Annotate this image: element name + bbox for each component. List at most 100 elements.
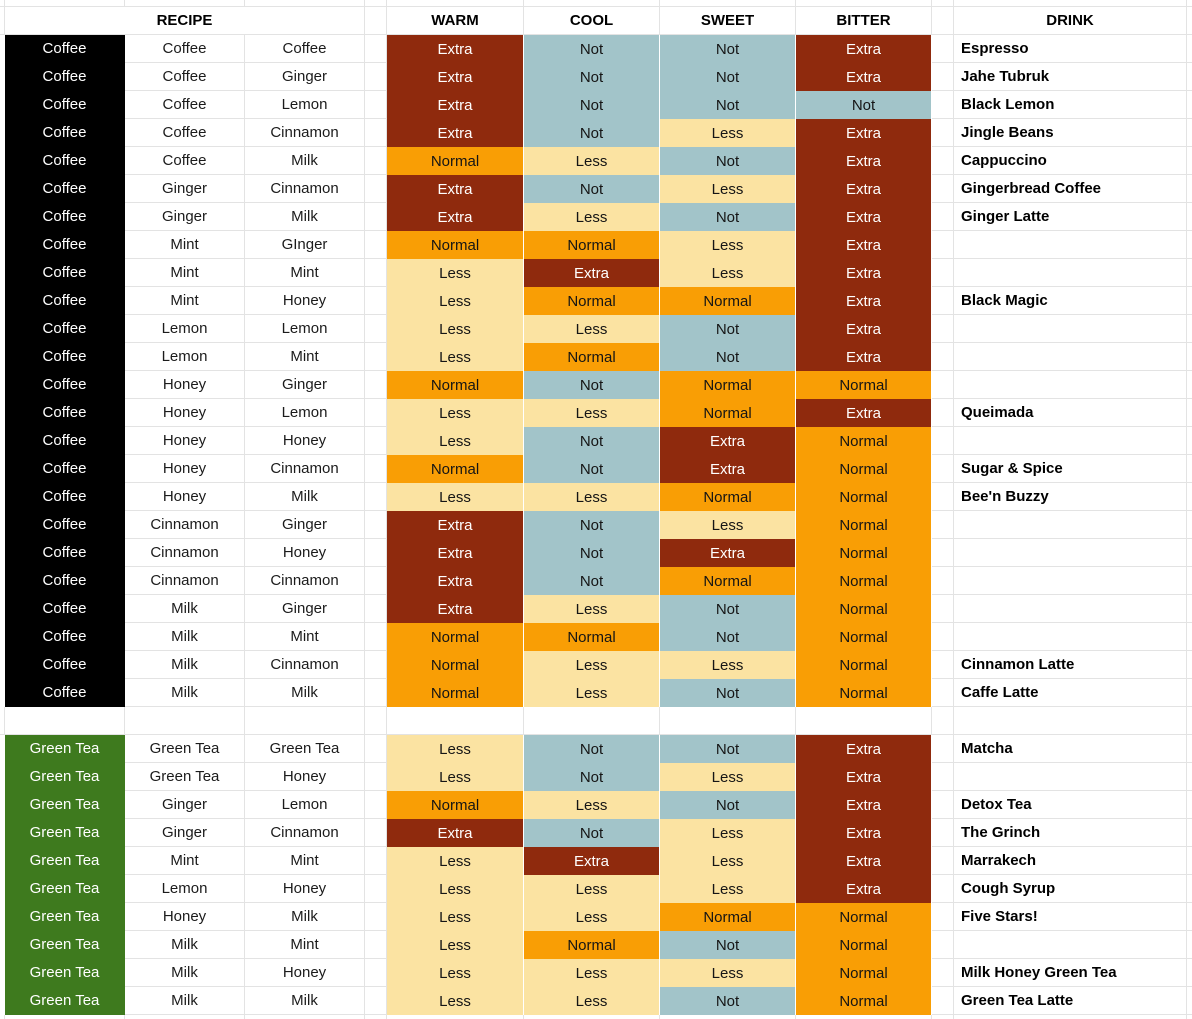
ingredient-3-cell[interactable]: Milk — [245, 203, 365, 231]
sweet-cell[interactable]: Normal — [660, 371, 796, 399]
cool-cell[interactable]: Not — [524, 35, 660, 63]
drink-cell[interactable] — [954, 931, 1187, 959]
sweet-cell[interactable]: Normal — [660, 287, 796, 315]
ingredient-1-cell[interactable]: Coffee — [5, 91, 125, 119]
ingredient-2-cell[interactable]: Mint — [125, 231, 245, 259]
ingredient-2-cell[interactable]: Cinnamon — [125, 539, 245, 567]
ingredient-2-cell[interactable]: Milk — [125, 931, 245, 959]
warm-cell[interactable]: Less — [387, 875, 524, 903]
ingredient-3-cell[interactable]: Milk — [245, 483, 365, 511]
drink-cell[interactable]: Marrakech — [954, 847, 1187, 875]
bitter-cell[interactable]: Normal — [796, 651, 932, 679]
drink-cell[interactable]: Black Magic — [954, 287, 1187, 315]
sweet-cell[interactable]: Not — [660, 735, 796, 763]
cool-cell[interactable]: Not — [524, 567, 660, 595]
ingredient-3-cell[interactable]: Mint — [245, 623, 365, 651]
cool-cell[interactable]: Less — [524, 903, 660, 931]
sweet-cell[interactable]: Normal — [660, 903, 796, 931]
cool-cell[interactable]: Not — [524, 511, 660, 539]
ingredient-1-cell[interactable]: Coffee — [5, 567, 125, 595]
ingredient-2-cell[interactable]: Honey — [125, 455, 245, 483]
ingredient-2-cell[interactable]: Ginger — [125, 203, 245, 231]
cool-cell[interactable]: Less — [524, 679, 660, 707]
ingredient-3-cell[interactable]: Coffee — [245, 35, 365, 63]
cool-cell[interactable]: Normal — [524, 287, 660, 315]
spacer-cell[interactable] — [660, 1015, 796, 1019]
ingredient-2-cell[interactable]: Milk — [125, 679, 245, 707]
cool-cell[interactable]: Not — [524, 63, 660, 91]
bitter-cell[interactable]: Extra — [796, 847, 932, 875]
ingredient-3-cell[interactable]: Honey — [245, 875, 365, 903]
ingredient-3-cell[interactable]: Lemon — [245, 315, 365, 343]
warm-cell[interactable]: Normal — [387, 623, 524, 651]
ingredient-1-cell[interactable]: Green Tea — [5, 763, 125, 791]
drink-cell[interactable] — [954, 763, 1187, 791]
sweet-cell[interactable]: Less — [660, 847, 796, 875]
ingredient-3-cell[interactable]: Cinnamon — [245, 175, 365, 203]
bitter-cell[interactable]: Extra — [796, 763, 932, 791]
drink-cell[interactable] — [954, 595, 1187, 623]
ingredient-2-cell[interactable]: Green Tea — [125, 735, 245, 763]
spacer-cell[interactable] — [387, 1015, 524, 1019]
warm-cell[interactable]: Extra — [387, 175, 524, 203]
ingredient-2-cell[interactable]: Milk — [125, 959, 245, 987]
drink-cell[interactable] — [954, 539, 1187, 567]
bitter-cell[interactable]: Extra — [796, 399, 932, 427]
bitter-cell[interactable]: Normal — [796, 371, 932, 399]
ingredient-1-cell[interactable]: Green Tea — [5, 903, 125, 931]
cool-cell[interactable]: Not — [524, 91, 660, 119]
warm-cell[interactable]: Normal — [387, 231, 524, 259]
sweet-cell[interactable]: Normal — [660, 567, 796, 595]
drink-cell[interactable] — [954, 315, 1187, 343]
bitter-cell[interactable]: Normal — [796, 511, 932, 539]
ingredient-2-cell[interactable]: Honey — [125, 399, 245, 427]
ingredient-3-cell[interactable]: Lemon — [245, 399, 365, 427]
ingredient-1-cell[interactable]: Coffee — [5, 511, 125, 539]
ingredient-1-cell[interactable]: Coffee — [5, 147, 125, 175]
sweet-cell[interactable]: Not — [660, 931, 796, 959]
drink-cell[interactable]: Queimada — [954, 399, 1187, 427]
sweet-cell[interactable]: Extra — [660, 427, 796, 455]
cool-cell[interactable]: Normal — [524, 931, 660, 959]
ingredient-2-cell[interactable]: Lemon — [125, 315, 245, 343]
bitter-cell[interactable]: Extra — [796, 735, 932, 763]
cool-cell[interactable]: Not — [524, 455, 660, 483]
ingredient-1-cell[interactable]: Coffee — [5, 427, 125, 455]
ingredient-2-cell[interactable]: Honey — [125, 903, 245, 931]
cool-cell[interactable]: Not — [524, 175, 660, 203]
drink-cell[interactable]: Cinnamon Latte — [954, 651, 1187, 679]
ingredient-3-cell[interactable]: Mint — [245, 847, 365, 875]
bitter-cell[interactable]: Extra — [796, 287, 932, 315]
ingredient-3-cell[interactable]: Lemon — [245, 91, 365, 119]
bitter-cell[interactable]: Normal — [796, 595, 932, 623]
ingredient-3-cell[interactable]: Mint — [245, 931, 365, 959]
warm-cell[interactable]: Extra — [387, 203, 524, 231]
sweet-cell[interactable]: Less — [660, 175, 796, 203]
cool-cell[interactable]: Extra — [524, 847, 660, 875]
ingredient-3-cell[interactable]: Lemon — [245, 791, 365, 819]
warm-cell[interactable]: Less — [387, 931, 524, 959]
cool-cell[interactable]: Normal — [524, 623, 660, 651]
cool-cell[interactable]: Not — [524, 539, 660, 567]
ingredient-3-cell[interactable]: Cinnamon — [245, 455, 365, 483]
warm-cell[interactable]: Less — [387, 287, 524, 315]
bitter-cell[interactable]: Extra — [796, 315, 932, 343]
cool-cell[interactable]: Normal — [524, 231, 660, 259]
cool-cell[interactable]: Less — [524, 651, 660, 679]
ingredient-2-cell[interactable]: Coffee — [125, 147, 245, 175]
warm-cell[interactable]: Normal — [387, 371, 524, 399]
warm-cell[interactable]: Less — [387, 847, 524, 875]
spacer-cell[interactable] — [387, 707, 524, 735]
warm-cell[interactable]: Normal — [387, 455, 524, 483]
cool-cell[interactable]: Less — [524, 959, 660, 987]
cool-cell[interactable]: Not — [524, 371, 660, 399]
spacer-cell[interactable] — [245, 1015, 365, 1019]
cool-cell[interactable]: Not — [524, 763, 660, 791]
sweet-cell[interactable]: Less — [660, 119, 796, 147]
cool-cell[interactable]: Less — [524, 147, 660, 175]
ingredient-1-cell[interactable]: Green Tea — [5, 735, 125, 763]
bitter-cell[interactable]: Extra — [796, 203, 932, 231]
ingredient-1-cell[interactable]: Coffee — [5, 539, 125, 567]
bitter-cell[interactable]: Extra — [796, 35, 932, 63]
warm-cell[interactable]: Normal — [387, 791, 524, 819]
